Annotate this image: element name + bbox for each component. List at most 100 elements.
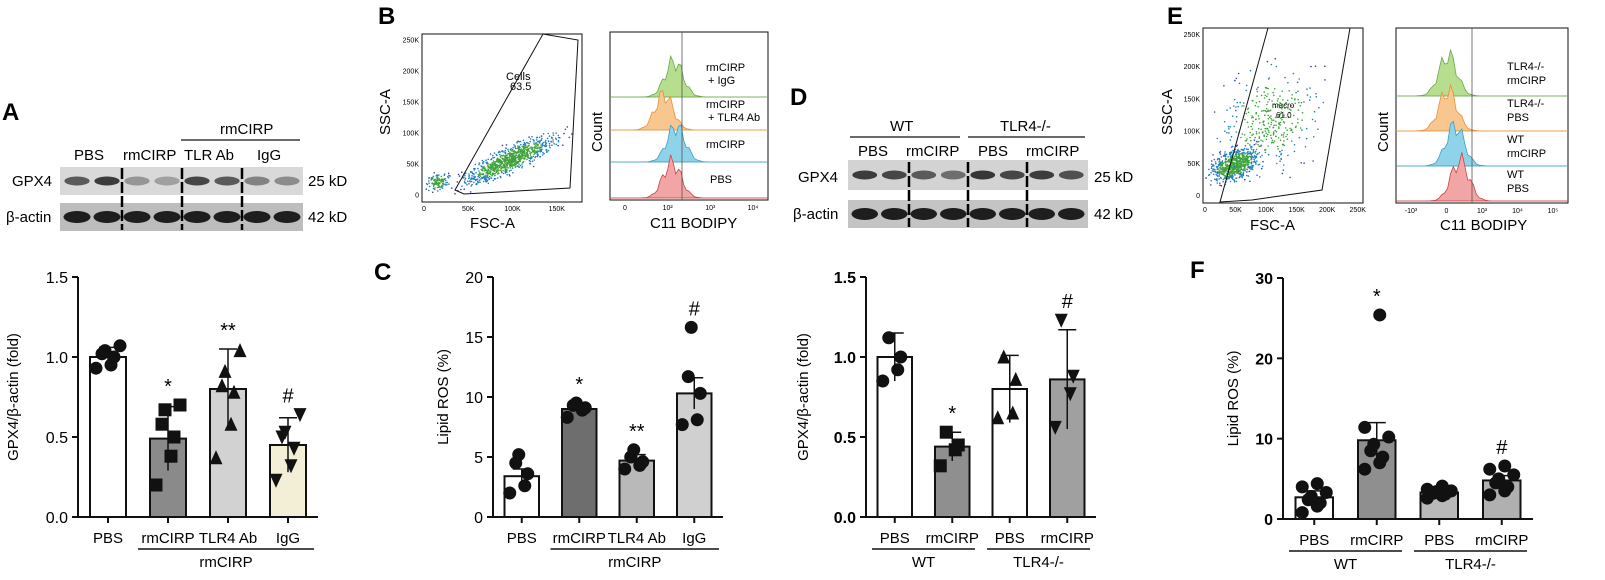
event-dot xyxy=(1283,140,1285,142)
event-dot xyxy=(1249,180,1251,183)
event-dot xyxy=(1223,167,1226,169)
event-dot xyxy=(1309,87,1311,89)
event-dot xyxy=(524,158,526,160)
event-dot xyxy=(1257,164,1259,166)
event-dot xyxy=(1240,160,1242,163)
event-dot xyxy=(1293,99,1296,101)
event-dot xyxy=(526,153,529,155)
event-dot xyxy=(1264,114,1266,117)
event-dot xyxy=(1254,104,1257,107)
event-dot xyxy=(473,181,475,184)
event-dot xyxy=(436,174,438,176)
event-dot xyxy=(1272,131,1275,133)
data-point xyxy=(690,413,704,427)
event-dot xyxy=(1231,177,1233,179)
event-dot xyxy=(1235,155,1238,158)
event-dot xyxy=(1256,174,1258,176)
x-tick-label: PBS xyxy=(93,530,123,547)
event-dot xyxy=(549,146,551,149)
event-dot xyxy=(1230,167,1232,169)
data-point xyxy=(894,350,908,364)
panel-letter-d: D xyxy=(790,84,807,111)
data-point xyxy=(209,450,223,465)
blot-a-label-pbs: PBS xyxy=(74,147,104,164)
event-dot xyxy=(1246,163,1249,166)
event-dot xyxy=(432,175,435,178)
event-dot xyxy=(506,159,509,161)
event-dot xyxy=(510,156,513,158)
blot-d-size-25: 25 kD xyxy=(1094,169,1133,186)
data-point xyxy=(1376,450,1390,464)
event-dot xyxy=(1251,128,1254,130)
x-tick-label: 50K xyxy=(462,206,475,213)
event-dot xyxy=(1231,165,1233,167)
data-point xyxy=(1507,468,1521,482)
y-tick-label: 0 xyxy=(474,510,483,527)
event-dot xyxy=(1284,107,1286,110)
event-dot xyxy=(1239,150,1241,153)
event-dot xyxy=(1308,99,1311,101)
western-blot-a: rmCIRP PBS rmCIRP TLR Ab IgG GPX4 β-acti… xyxy=(6,121,347,231)
event-dot xyxy=(509,164,512,166)
event-dot xyxy=(522,139,525,142)
x-tick-label: IgG xyxy=(276,530,300,547)
gpx4-band xyxy=(154,176,180,186)
event-dot xyxy=(496,170,499,173)
event-dot xyxy=(509,148,512,151)
event-dot xyxy=(1246,168,1249,171)
event-dot xyxy=(524,146,526,149)
event-dot xyxy=(1231,173,1233,175)
event-dot xyxy=(533,143,535,145)
event-dot xyxy=(1297,118,1299,120)
event-dot xyxy=(1272,132,1275,135)
event-dot xyxy=(1263,97,1266,99)
event-dot xyxy=(537,140,539,143)
x-tick-label: PBS xyxy=(507,530,537,547)
scatter-b-xticks: 0 50K 100K 150K xyxy=(422,206,565,213)
event-dot xyxy=(478,162,481,164)
event-dot xyxy=(1268,77,1270,79)
data-point xyxy=(1483,488,1497,502)
event-dot xyxy=(1229,176,1232,178)
event-dot xyxy=(1239,169,1242,172)
event-dot xyxy=(487,169,490,171)
event-dot xyxy=(1267,109,1269,111)
event-dot xyxy=(1213,170,1215,172)
event-dot xyxy=(1257,86,1259,89)
event-dot xyxy=(518,158,521,160)
event-dot xyxy=(1303,162,1305,164)
event-dot xyxy=(1258,137,1261,139)
actin-band xyxy=(880,208,908,220)
event-dot xyxy=(562,144,564,146)
event-dot xyxy=(494,172,497,175)
scatter-e-yticks: 250K 200K 150K 100K 50K 0 xyxy=(1184,32,1201,200)
data-point xyxy=(284,459,298,474)
data-point xyxy=(215,378,229,393)
scatter-b-ylabel: SSC-A xyxy=(377,89,394,135)
event-dot xyxy=(500,176,502,179)
western-blot-d: WT TLR4-/- PBS rmCIRP PBS rmCIRP GPX4 β-… xyxy=(793,118,1133,228)
event-dot xyxy=(514,163,517,166)
event-dot xyxy=(478,170,480,172)
event-dot xyxy=(487,158,490,161)
event-dot xyxy=(467,180,469,182)
event-dot xyxy=(1255,101,1258,104)
event-dot xyxy=(1258,163,1261,166)
event-dot xyxy=(522,145,524,148)
event-dot xyxy=(504,152,507,154)
event-dot xyxy=(1240,168,1242,170)
event-dot xyxy=(1213,158,1216,161)
event-dot xyxy=(1245,154,1248,157)
event-dot xyxy=(1280,152,1283,155)
event-dot xyxy=(1211,170,1214,172)
event-dot xyxy=(1277,115,1280,117)
hist-e-xticks: -10³ 0 10³ 10⁴ 10⁵ xyxy=(1405,208,1559,215)
event-dot xyxy=(514,166,517,168)
event-dot xyxy=(446,181,449,184)
event-dot xyxy=(1222,173,1224,176)
event-dot xyxy=(1237,170,1240,173)
event-dot xyxy=(1222,178,1225,181)
data-point xyxy=(939,425,953,439)
y-tick-label: 50K xyxy=(1188,161,1201,168)
event-dot xyxy=(1255,133,1258,135)
